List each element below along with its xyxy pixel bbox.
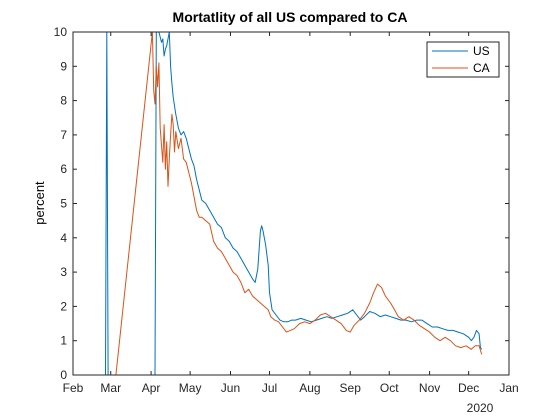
y-tick-label: 3: [60, 265, 67, 279]
chart-title: Mortatlity of all US compared to CA: [173, 9, 408, 25]
y-axis-label: percent: [32, 181, 47, 225]
y-axis-ticks: 0 1 2 3 4 5 6 7 8 9 10: [54, 25, 509, 382]
x-tick-label: Sep: [340, 381, 362, 395]
x-tick-label: Jun: [221, 381, 240, 395]
x-tick-label: May: [179, 381, 202, 395]
y-tick-label: 7: [60, 128, 67, 142]
y-tick-label: 5: [60, 197, 67, 211]
x-tick-label: Jan: [499, 381, 518, 395]
x-tick-label: Oct: [380, 381, 399, 395]
y-tick-label: 9: [60, 59, 67, 73]
y-tick-label: 2: [60, 299, 67, 313]
series-line-us: [73, 32, 483, 375]
plot-area: 0 1 2 3 4 5 6 7 8 9 10 Feb Mar Apr May Jun Jul Aug Sep Oct…: [54, 25, 519, 395]
series-line-ca: [73, 32, 483, 375]
legend-box: [426, 41, 500, 78]
x-tick-label: Aug: [299, 381, 320, 395]
y-tick-label: 0: [60, 368, 67, 382]
y-tick-label: 4: [60, 231, 67, 245]
legend-label-us: US: [473, 44, 490, 58]
x-tick-label: Dec: [458, 381, 479, 395]
x-tick-label: Jul: [262, 381, 277, 395]
y-tick-label: 10: [54, 25, 68, 39]
x-axis-year-label: 2020: [467, 401, 494, 415]
y-tick-label: 8: [60, 94, 67, 108]
y-tick-label: 1: [60, 334, 67, 348]
x-tick-label: Feb: [63, 381, 84, 395]
legend-label-ca: CA: [473, 61, 490, 75]
x-tick-label: Apr: [142, 381, 161, 395]
x-tick-label: Nov: [419, 381, 440, 395]
x-tick-label: Mar: [100, 381, 121, 395]
x-axis-ticks: Feb Mar Apr May Jun Jul Aug Sep Oct Nov Dec Jan: [63, 32, 519, 395]
y-tick-label: 6: [60, 162, 67, 176]
legend: US CA: [426, 41, 500, 78]
series-layer: [73, 32, 483, 375]
